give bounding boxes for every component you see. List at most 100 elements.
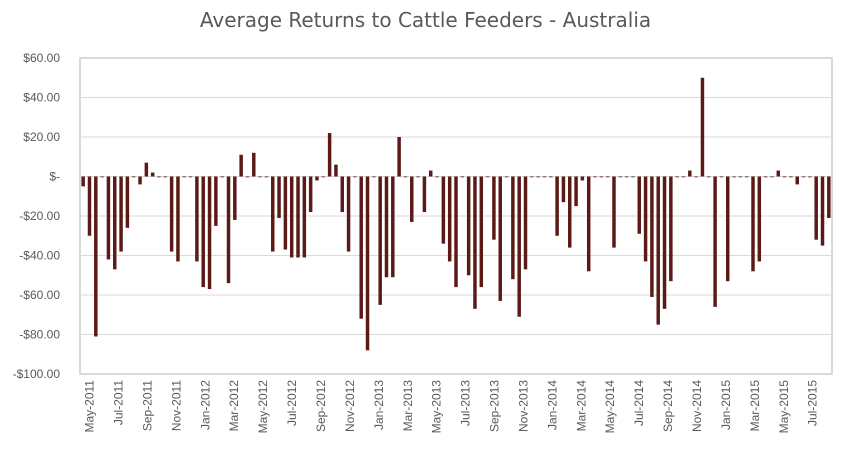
bar bbox=[504, 176, 509, 178]
bar bbox=[422, 176, 427, 213]
bar bbox=[283, 176, 288, 250]
bar bbox=[555, 176, 559, 236]
bar bbox=[264, 176, 269, 178]
bar bbox=[94, 176, 98, 337]
bar bbox=[384, 176, 389, 278]
x-tick-label: Nov-2011 bbox=[169, 380, 183, 431]
bar bbox=[568, 176, 572, 248]
bar bbox=[574, 176, 578, 207]
x-tick-label: Sep-2013 bbox=[488, 380, 502, 432]
bar bbox=[669, 176, 673, 282]
bar bbox=[113, 176, 117, 270]
bar bbox=[492, 176, 496, 240]
bar bbox=[214, 176, 218, 226]
bar bbox=[637, 176, 641, 234]
bar bbox=[751, 176, 755, 272]
bar bbox=[542, 176, 547, 178]
bar bbox=[447, 176, 452, 262]
bar bbox=[289, 176, 294, 258]
x-tick-label: Jan-2013 bbox=[372, 380, 386, 430]
bar bbox=[688, 170, 692, 177]
bar bbox=[732, 176, 736, 178]
bar bbox=[744, 176, 749, 178]
bar bbox=[523, 176, 528, 270]
bar bbox=[258, 176, 262, 178]
bar bbox=[176, 176, 180, 262]
x-tick-label: May-2014 bbox=[603, 380, 617, 434]
x-tick-label: Nov-2014 bbox=[690, 380, 704, 432]
bar bbox=[277, 176, 281, 218]
bar bbox=[410, 176, 414, 222]
bar bbox=[549, 176, 553, 178]
bar bbox=[605, 176, 610, 178]
bar bbox=[188, 176, 193, 178]
bar bbox=[580, 176, 585, 181]
bar bbox=[359, 176, 363, 319]
x-tick-label: May-2012 bbox=[256, 380, 270, 434]
bar bbox=[308, 176, 313, 213]
x-tick-label: Jan-2014 bbox=[545, 380, 559, 430]
bar bbox=[725, 176, 730, 282]
bar bbox=[738, 176, 743, 178]
bar bbox=[441, 176, 446, 244]
bar bbox=[643, 176, 648, 262]
bar bbox=[460, 176, 465, 178]
bar bbox=[801, 176, 806, 178]
y-tick-label: -$100.00 bbox=[13, 367, 61, 381]
bar bbox=[814, 176, 818, 240]
bar bbox=[245, 176, 250, 178]
bar bbox=[511, 176, 515, 280]
bar bbox=[485, 176, 490, 178]
bar bbox=[87, 176, 92, 236]
bar bbox=[473, 176, 477, 309]
y-tick-label: -$80.00 bbox=[19, 328, 60, 342]
y-tick-label: -$60.00 bbox=[19, 288, 60, 302]
bar bbox=[391, 176, 395, 278]
bar bbox=[586, 176, 591, 272]
bar bbox=[650, 176, 654, 297]
bar bbox=[681, 176, 686, 178]
bar bbox=[321, 176, 326, 178]
bar bbox=[131, 176, 136, 178]
bar bbox=[271, 176, 275, 252]
bar bbox=[397, 137, 401, 177]
bar bbox=[403, 176, 408, 178]
x-tick-label: Jan-2015 bbox=[719, 380, 733, 430]
bar bbox=[707, 176, 711, 178]
bar bbox=[334, 164, 338, 177]
x-tick-label: Mar-2014 bbox=[574, 380, 588, 432]
x-tick-label: Sep-2014 bbox=[661, 380, 675, 432]
bar bbox=[239, 154, 243, 177]
bar bbox=[100, 176, 104, 178]
bar bbox=[220, 176, 224, 178]
x-tick-label: Jul-2015 bbox=[806, 380, 820, 426]
x-tick-label: Mar-2013 bbox=[401, 380, 415, 432]
bar bbox=[593, 176, 597, 178]
bar bbox=[454, 176, 458, 288]
x-tick-label: Nov-2012 bbox=[343, 380, 357, 432]
x-tick-label: May-2011 bbox=[83, 380, 97, 433]
bar bbox=[618, 176, 623, 178]
x-tick-label: May-2015 bbox=[777, 380, 791, 434]
bar bbox=[207, 176, 212, 290]
bar bbox=[346, 176, 351, 252]
bar bbox=[315, 176, 319, 181]
y-tick-label: -$40.00 bbox=[19, 249, 60, 263]
bar bbox=[201, 176, 205, 288]
bar bbox=[719, 176, 724, 178]
bar bbox=[169, 176, 174, 252]
bar bbox=[372, 176, 376, 178]
bar bbox=[820, 176, 825, 246]
y-tick-label: $20.00 bbox=[23, 130, 60, 144]
bar bbox=[808, 176, 812, 178]
bar bbox=[757, 176, 762, 262]
bar bbox=[340, 176, 344, 213]
x-tick-label: Mar-2015 bbox=[748, 380, 762, 432]
bar bbox=[226, 176, 231, 284]
bar bbox=[675, 176, 679, 178]
x-tick-label: May-2013 bbox=[430, 380, 444, 434]
bar bbox=[694, 176, 698, 178]
x-tick-label: Sep-2012 bbox=[314, 380, 328, 432]
bar bbox=[353, 176, 357, 178]
bar bbox=[795, 176, 799, 185]
